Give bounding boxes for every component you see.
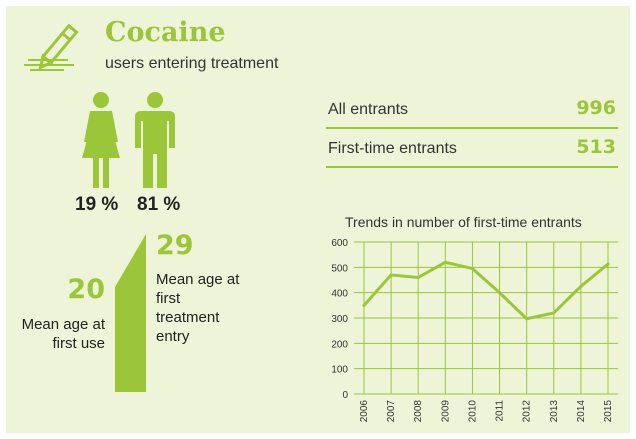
pencil-icon [24, 23, 79, 71]
data-point [498, 291, 502, 295]
x-tick-label: 2006 [359, 400, 370, 423]
x-tick-label: 2015 [603, 400, 614, 423]
y-tick-label: 600 [331, 238, 348, 249]
age-first-use-label: Mean age at first use [21, 316, 105, 352]
male-percent: 81 % [137, 194, 181, 215]
data-point [606, 262, 610, 266]
x-tick-label: 2007 [386, 400, 397, 423]
female-percent: 19 % [75, 194, 119, 215]
data-point [416, 275, 420, 279]
x-tick-label: 2009 [440, 400, 451, 423]
male-figure-icon [135, 92, 175, 188]
page-title: Cocaine [105, 17, 226, 48]
data-point [552, 311, 556, 315]
divider [326, 127, 618, 129]
y-tick-label: 100 [331, 365, 348, 376]
y-tick-label: 500 [331, 263, 348, 274]
age-first-use-value: 20 [67, 274, 105, 305]
data-point [389, 273, 393, 277]
y-tick-label: 400 [331, 289, 348, 300]
age-first-treatment-label: Mean age at first treatment entry [156, 271, 240, 345]
y-tick-label: 300 [331, 314, 348, 325]
x-tick-label: 2008 [413, 400, 424, 423]
x-tick-label: 2012 [522, 400, 533, 423]
data-point [362, 303, 366, 307]
data-point [443, 260, 447, 264]
line-chart: 0 100 200 300 400 500 600 2006 2007 2008 2009 2010 2… [331, 238, 618, 423]
x-tick-label: 2013 [549, 400, 560, 423]
x-tick-label: 2014 [576, 400, 587, 423]
data-point [579, 284, 583, 288]
divider [326, 166, 618, 168]
x-tick-label: 2011 [495, 400, 506, 422]
data-point [525, 317, 529, 321]
age-wedge [115, 234, 146, 392]
page-subtitle: users entering treatment [105, 55, 279, 72]
chart-title: Trends in number of first-time entrants [345, 214, 582, 230]
all-entrants-value: 996 [576, 97, 616, 119]
y-tick-label: 200 [331, 339, 348, 350]
data-point [470, 267, 474, 271]
all-entrants-label: All entrants [328, 101, 409, 118]
y-tick-label: 0 [342, 390, 348, 401]
infographic-panel [6, 6, 630, 433]
age-first-treatment-value: 29 [156, 230, 194, 261]
first-time-entrants-value: 513 [576, 136, 616, 158]
female-figure-icon [82, 92, 120, 188]
x-tick-label: 2010 [467, 400, 478, 423]
first-time-entrants-label: First-time entrants [328, 140, 457, 157]
series-line [362, 260, 610, 321]
